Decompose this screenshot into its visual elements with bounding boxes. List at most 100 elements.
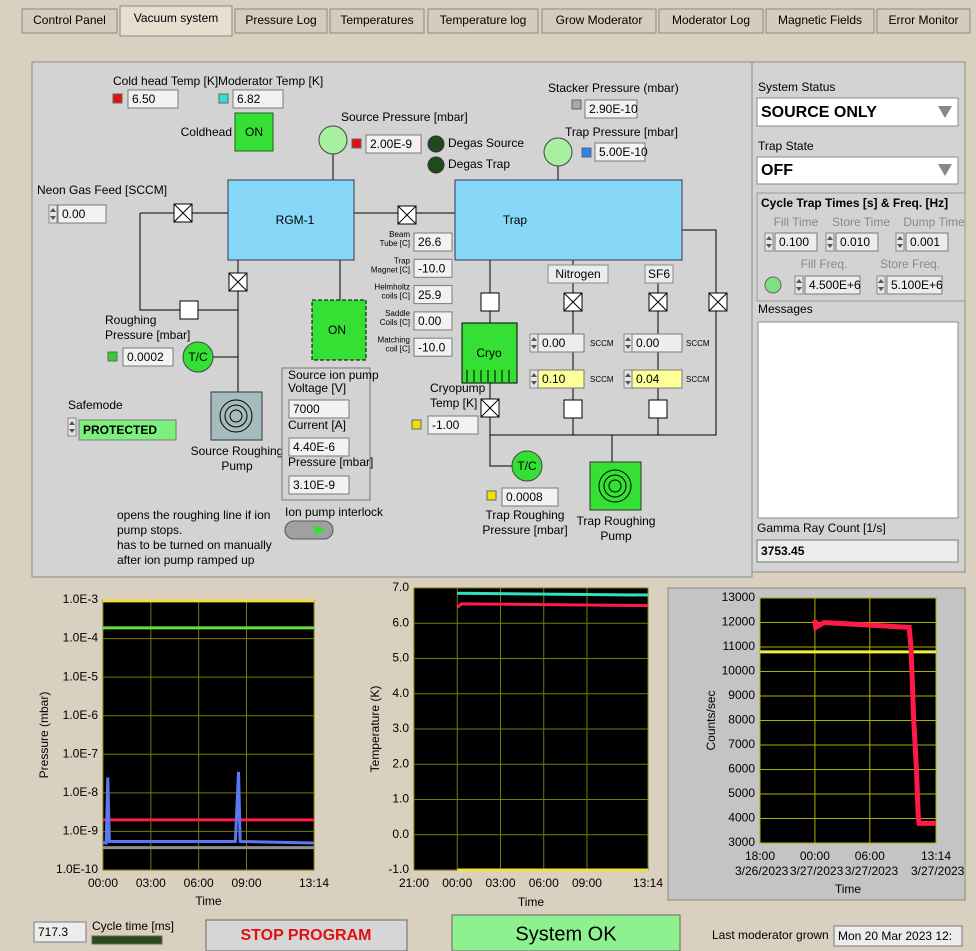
tab-label: Vacuum system	[134, 11, 218, 25]
indicator-value: 5.00E-10	[599, 145, 648, 159]
label: Beam	[389, 230, 410, 239]
label: Matching	[378, 335, 410, 344]
label: Safemode	[68, 398, 123, 412]
indicator-value: 0.0002	[127, 350, 164, 364]
valve[interactable]	[564, 400, 582, 418]
indicator-value: 25.9	[418, 288, 442, 302]
y-tick-label: 10000	[722, 664, 756, 678]
label: Source ion pump	[288, 368, 379, 382]
label: STOP PROGRAM	[241, 927, 372, 944]
label: ON	[245, 125, 263, 139]
indicator-value: 3753.45	[761, 544, 805, 558]
y-tick-label: 11000	[723, 639, 756, 653]
y-tick-label: 3.0	[392, 721, 409, 735]
y-tick-label: 0.0	[392, 827, 409, 841]
indicator-value: 0.00	[636, 336, 660, 350]
label: Store Time	[832, 215, 890, 229]
y-tick-label: 3000	[728, 835, 755, 849]
spinner[interactable]	[795, 276, 803, 294]
color-swatch	[113, 94, 122, 103]
label: Cryo	[476, 346, 502, 360]
x-axis-title: Time	[518, 895, 545, 909]
label: Coils [C]	[380, 318, 410, 327]
indicator-value: 6.82	[237, 92, 261, 106]
indicator-value: 2.00E-9	[370, 137, 412, 151]
y-tick-label: 7000	[728, 737, 755, 751]
messages-box	[758, 322, 958, 518]
indicator-value: 0.001	[910, 235, 940, 249]
color-swatch	[219, 94, 228, 103]
indicator-value: 0.00	[418, 314, 442, 328]
label: Trap Roughing	[486, 508, 565, 522]
y-tick-label: 1.0E-5	[63, 669, 99, 683]
spinner[interactable]	[49, 205, 57, 223]
spinner[interactable]	[896, 233, 904, 251]
indicator-value: 4.500E+6	[809, 278, 861, 292]
indicator-value: -10.0	[418, 340, 446, 354]
label: ON	[328, 323, 346, 337]
indicator-value: -1.00	[432, 418, 460, 432]
x-tick-label: 09:00	[572, 876, 602, 890]
y-tick-label: 1.0E-3	[63, 592, 99, 606]
tab-label: Error Monitor	[888, 13, 958, 27]
y-tick-label: 1.0E-4	[63, 631, 99, 645]
label: RGM-1	[276, 213, 315, 227]
label: Cycle Trap Times [s] & Freq. [Hz]	[761, 196, 948, 210]
tab-label: Pressure Log	[245, 13, 316, 27]
indicator-value: PROTECTED	[83, 423, 157, 437]
spinner[interactable]	[826, 233, 834, 251]
spinner[interactable]	[530, 370, 538, 388]
label: Trap Roughing	[577, 514, 656, 528]
label: Cold head Temp [K]	[113, 74, 218, 88]
x-tick-label: 13:14	[299, 876, 329, 890]
spinner[interactable]	[624, 370, 632, 388]
label: SF6	[648, 267, 670, 281]
label: Degas Source	[448, 136, 524, 150]
label: Tube [C]	[380, 239, 410, 248]
label: has to be turned on manually	[117, 538, 272, 552]
x-tick-label: 09:00	[231, 876, 261, 890]
spinner[interactable]	[530, 334, 538, 352]
valve[interactable]	[649, 400, 667, 418]
label: coil [C]	[386, 344, 410, 353]
label: pump stops.	[117, 523, 182, 537]
spinner[interactable]	[877, 276, 885, 294]
gauge	[319, 126, 347, 154]
y-tick-label: 8000	[728, 713, 755, 727]
color-swatch	[352, 139, 361, 148]
spinner[interactable]	[765, 233, 773, 251]
label: Pressure [mbar]	[105, 328, 190, 342]
label: SCCM	[590, 339, 614, 348]
color-swatch	[487, 491, 496, 500]
indicator-value: 2.90E-10	[589, 102, 638, 116]
y-tick-label: 12000	[722, 615, 756, 629]
label: Pump	[221, 459, 253, 473]
label: Dump Time	[903, 215, 965, 229]
label: SOURCE ONLY	[761, 104, 877, 121]
indicator-value: 0.04	[636, 372, 660, 386]
y-tick-label: 1.0E-8	[63, 785, 99, 799]
led	[765, 277, 781, 293]
y-tick-label: 1.0E-9	[63, 824, 99, 838]
label: Ion pump interlock	[285, 505, 384, 519]
spinner[interactable]	[624, 334, 632, 352]
spinner[interactable]	[68, 418, 76, 436]
label: opens the roughing line if ion	[117, 508, 270, 522]
y-tick-label: 2.0	[392, 756, 409, 770]
label: Stacker Pressure (mbar)	[548, 81, 679, 95]
valve[interactable]	[481, 293, 499, 311]
indicator-value: 6.50	[132, 92, 156, 106]
label: Cycle time [ms]	[92, 919, 174, 933]
tab-label: Control Panel	[33, 13, 106, 27]
indicator-value: 0.00	[542, 336, 566, 350]
y-tick-label: 6.0	[392, 615, 409, 629]
x-tick-label: 03:00	[136, 876, 166, 890]
x-tick-label: 00:00	[442, 876, 472, 890]
x-axis-title: Time	[835, 882, 862, 896]
valve[interactable]	[180, 301, 198, 319]
indicator-value: 26.6	[418, 235, 442, 249]
y-tick-label: 1.0E-6	[63, 708, 99, 722]
color-swatch	[412, 420, 421, 429]
label: Degas Trap	[448, 157, 510, 171]
